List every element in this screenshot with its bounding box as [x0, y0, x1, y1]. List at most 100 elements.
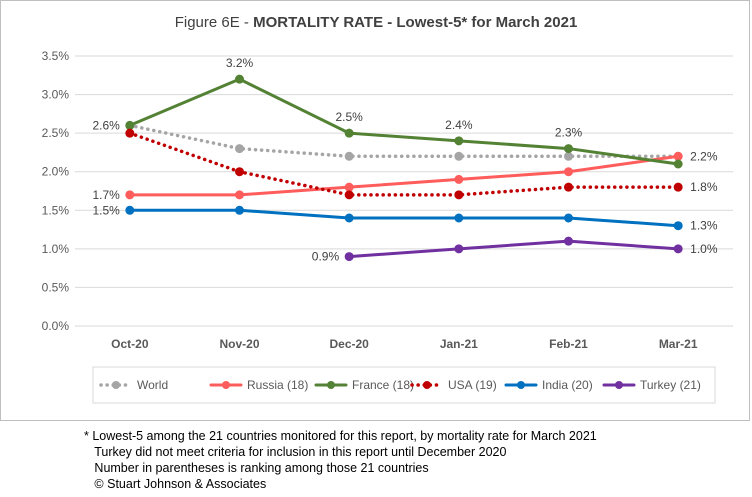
data-point-world [235, 144, 244, 154]
data-label: 1.3% [690, 219, 718, 233]
data-point-india-20 [673, 221, 683, 231]
legend-item-france-18: France (18) [314, 378, 414, 392]
chart-title-main: MORTALITY RATE - Lowest-5* for March 202… [253, 14, 577, 31]
legend-item-russia-18: Russia (18) [209, 378, 308, 392]
footnote-line-1: * Lowest-5 among the 21 countries monito… [84, 429, 597, 443]
data-point-india-20 [235, 205, 244, 215]
data-point-turkey-21 [564, 236, 573, 246]
data-label: 1.0% [690, 242, 718, 256]
legend-item-world: World [99, 378, 168, 392]
data-point-france-18 [235, 74, 244, 84]
y-tick-label: 1.0% [42, 242, 70, 256]
chart-frame: Figure 6E - MORTALITY RATE - Lowest-5* f… [0, 0, 750, 421]
series-france-18 [125, 74, 683, 169]
legend-item-usa-19: USA (19) [410, 378, 497, 392]
legend-swatch-marker [327, 381, 335, 389]
data-point-usa-19 [235, 167, 244, 177]
legend-label: India (20) [542, 378, 593, 392]
y-tick-label: 3.5% [42, 49, 70, 63]
x-tick-label: Nov-20 [219, 337, 259, 351]
data-label: 1.5% [92, 203, 120, 217]
data-point-world [344, 151, 354, 161]
data-label: 2.5% [335, 110, 363, 124]
series-turkey-21 [344, 236, 683, 262]
x-axis-ticks: Oct-20 Nov-20 Dec-20 Jan-21 Feb-21 Mar-21 [111, 337, 698, 351]
data-point-france-18 [125, 120, 135, 130]
data-label: 2.3% [555, 126, 583, 140]
y-tick-label: 2.0% [42, 165, 70, 179]
legend-label: USA (19) [448, 378, 497, 392]
series-india-20 [125, 205, 683, 231]
legend-label: Turkey (21) [640, 378, 701, 392]
data-labels: 2.6% 3.2% 2.5% 2.4% 2.3% 1.7%1.5% 0.9% 2.2% 1.8%… [92, 56, 717, 263]
legend-box [92, 366, 716, 404]
y-axis-ticks: 0.0% 0.5% 1.0% 1.5% 2.0% 2.5% 3.0% 3.5% [42, 49, 70, 333]
y-tick-label: 2.5% [42, 126, 70, 140]
footnote-line-4: © Stuart Johnson & Associates [84, 477, 267, 491]
legend-label: World [137, 378, 168, 392]
data-point-russia-18 [344, 182, 354, 192]
data-label: 1.7% [92, 188, 120, 202]
x-tick-label: Feb-21 [549, 337, 588, 351]
legend-swatch-marker [423, 381, 431, 389]
data-label: 0.9% [312, 250, 340, 264]
series-lines [125, 74, 683, 262]
data-point-india-20 [125, 205, 135, 215]
data-point-turkey-21 [344, 252, 354, 262]
legend-swatch-marker [112, 381, 120, 389]
data-point-turkey-21 [454, 244, 464, 254]
legend-label: Russia (18) [247, 378, 308, 392]
legend-swatch-marker [517, 381, 525, 389]
data-point-usa-19 [673, 182, 683, 192]
y-tick-label: 1.5% [42, 203, 70, 217]
chart-title-prefix: Figure 6E - [175, 14, 253, 31]
data-point-russia-18 [235, 190, 244, 200]
gridlines [75, 55, 733, 327]
footnote-line-3: Number in parentheses is ranking among t… [84, 461, 429, 475]
legend-item-india-20: India (20) [504, 378, 593, 392]
data-point-world [564, 151, 573, 161]
data-point-india-20 [344, 213, 354, 223]
series-line-india-20 [128, 208, 680, 228]
footnote-line-2: Turkey did not meet criteria for inclusi… [84, 445, 507, 459]
data-point-russia-18 [564, 167, 573, 177]
footnotes: * Lowest-5 among the 21 countries monito… [84, 428, 597, 492]
data-point-russia-18 [673, 151, 683, 161]
data-point-france-18 [673, 159, 683, 169]
y-tick-label: 0.5% [42, 280, 70, 294]
data-label: 2.2% [690, 149, 718, 163]
legend-item-turkey-21: Turkey (21) [602, 378, 701, 392]
x-tick-label: Dec-20 [329, 337, 369, 351]
data-point-india-20 [454, 213, 464, 223]
data-label: 3.2% [226, 56, 254, 70]
legend-label: France (18) [352, 378, 414, 392]
x-tick-label: Oct-20 [111, 337, 149, 351]
data-point-usa-19 [564, 182, 573, 192]
data-point-france-18 [344, 128, 354, 138]
y-tick-label: 3.0% [42, 88, 70, 102]
series-line-france-18 [128, 77, 680, 166]
y-tick-label: 0.0% [42, 319, 70, 333]
data-point-usa-19 [454, 190, 464, 200]
legend-swatch-marker [222, 381, 230, 389]
data-label: 2.4% [445, 118, 473, 132]
x-tick-label: Mar-21 [659, 337, 698, 351]
data-label: 2.6% [92, 118, 120, 132]
data-point-turkey-21 [673, 244, 683, 254]
series-line-russia-18 [128, 154, 680, 197]
series-russia-18 [125, 151, 683, 200]
series-line-turkey-21 [347, 239, 680, 259]
series-line-usa-19 [128, 131, 680, 197]
data-point-world [454, 151, 464, 161]
x-tick-label: Jan-21 [440, 337, 478, 351]
chart-title: Figure 6E - MORTALITY RATE - Lowest-5* f… [175, 14, 578, 31]
series-usa-19 [125, 128, 683, 200]
data-point-usa-19 [125, 128, 135, 138]
mortality-line-chart: Figure 6E - MORTALITY RATE - Lowest-5* f… [42, 14, 733, 404]
series-world [125, 120, 683, 161]
data-point-india-20 [564, 213, 573, 223]
data-point-france-18 [454, 136, 464, 146]
data-point-russia-18 [125, 190, 135, 200]
data-point-usa-19 [344, 190, 354, 200]
data-label: 1.8% [690, 180, 718, 194]
